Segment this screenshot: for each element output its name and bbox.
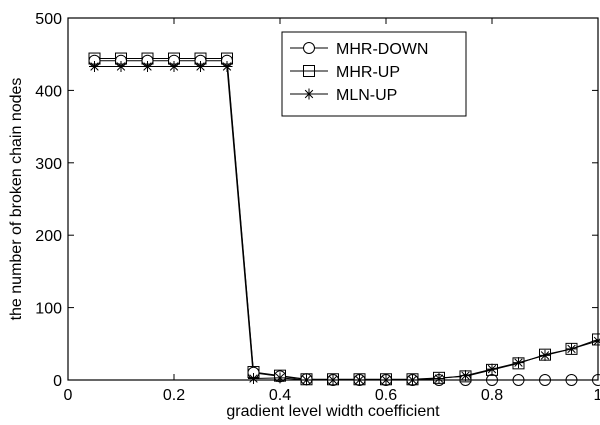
data-point-mln-up	[248, 373, 259, 385]
series-markers	[88, 52, 600, 386]
data-point-mln-up	[142, 61, 153, 73]
y-tick-label: 300	[35, 156, 62, 173]
ticks-layer: 0 0.2 0.4 0.6 0.8 1 0 100 200 300 400 500	[35, 11, 600, 404]
data-point-mln-up	[115, 61, 127, 73]
x-tick-label: 0.8	[481, 387, 503, 404]
plot-frame	[67, 17, 599, 381]
data-point-mln-up	[433, 373, 445, 385]
x-tick-label: 0.4	[269, 387, 291, 404]
x-tick-label: 1	[594, 387, 600, 404]
y-tick-label: 0	[53, 373, 62, 390]
legend-marker-mhr-down	[303, 42, 315, 54]
data-point-mln-up	[168, 61, 180, 73]
data-point-mln-up	[539, 349, 551, 361]
data-point-mln-up	[89, 61, 100, 73]
data-point-mln-up	[566, 343, 577, 355]
legend: MHR-DOWN MHR-UP MLN-UP	[281, 31, 467, 117]
data-point-mln-up	[513, 357, 524, 369]
data-point-mln-up	[486, 363, 498, 375]
y-tick-label: 400	[35, 83, 62, 100]
legend-marker-mln-up	[303, 88, 315, 100]
data-point-mln-up	[221, 61, 233, 73]
data-point-mln-up	[274, 372, 286, 384]
x-tick-label: 0.6	[375, 387, 397, 404]
legend-label-mln-up: MLN-UP	[336, 87, 397, 104]
y-tick-label: 200	[35, 228, 62, 245]
legend-label-mhr-down: MHR-DOWN	[336, 41, 428, 58]
y-tick-label: 100	[35, 301, 62, 318]
y-axis-title: the number of broken chain nodes	[8, 78, 25, 321]
data-point-mln-up	[460, 370, 471, 382]
legend-marker-mhr-up	[303, 65, 315, 77]
y-tick-label: 500	[35, 11, 62, 28]
x-tick-label: 0.2	[163, 387, 185, 404]
x-axis-title: gradient level width coefficient	[226, 403, 440, 420]
data-point-mln-up	[195, 61, 206, 73]
legend-label-mhr-up: MHR-UP	[336, 64, 400, 81]
x-tick-label: 0	[64, 387, 73, 404]
